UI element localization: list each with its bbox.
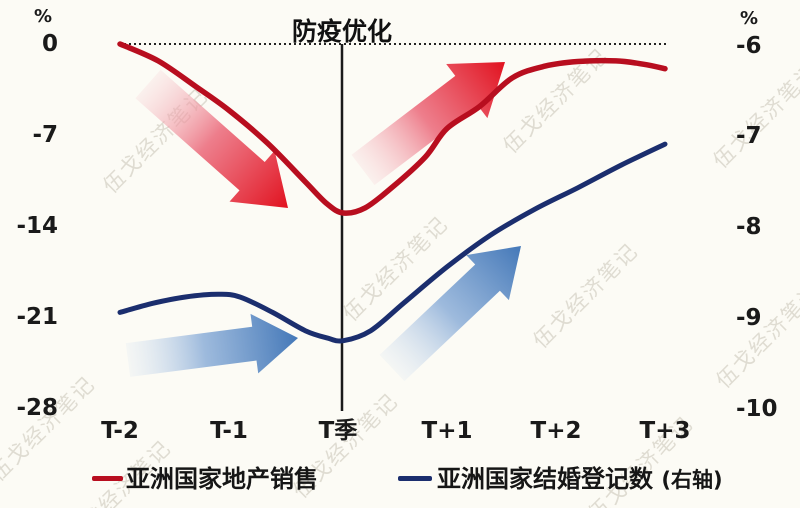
marriage-registrations-line	[117, 141, 668, 344]
right-axis-tick-1: -7	[736, 123, 762, 149]
legend-swatch-blue	[398, 476, 432, 481]
blue-trend-arrow-up-right	[379, 246, 521, 382]
red-trend-arrow-up-right	[351, 62, 505, 186]
x-axis-tick-4: T+2	[530, 418, 582, 444]
legend-label-marriage: 亚洲国家结婚登记数 (右轴)	[437, 464, 723, 495]
legend-swatch-red	[92, 476, 123, 481]
left-axis-unit: %	[33, 6, 52, 27]
x-axis-tick-5: T+3	[639, 418, 691, 444]
right-axis-unit: %	[740, 8, 759, 29]
trend-arrows	[125, 62, 521, 382]
right-axis-tick-3: -9	[736, 305, 762, 331]
chart-title: 防疫优化	[291, 17, 392, 46]
right-axis-tick-0: -6	[736, 33, 762, 59]
x-axis-tick-3: T+1	[421, 418, 473, 444]
left-axis-tick-3: -21	[16, 304, 58, 330]
left-axis-tick-1: -7	[32, 122, 58, 148]
real-estate-sales-line	[117, 41, 668, 216]
right-axis-tick-4: -10	[736, 396, 778, 422]
left-axis-tick-4: -28	[16, 395, 58, 421]
left-axis-tick-2: -14	[16, 213, 58, 239]
red-trend-arrow-down-right	[135, 69, 288, 208]
legend-label-real-estate: 亚洲国家地产销售	[126, 465, 318, 493]
x-axis-tick-1: T-1	[210, 418, 248, 444]
legend-label-marriage-text: 亚洲国家结婚登记数	[437, 465, 653, 493]
left-axis-tick-0: 0	[41, 31, 58, 57]
x-axis-tick-2: T季	[318, 418, 358, 444]
blue-trend-arrow-right	[125, 313, 298, 377]
x-axis-tick-0: T-2	[101, 418, 139, 444]
right-axis-tick-2: -8	[736, 214, 762, 240]
legend-label-right-axis-suffix: (右轴)	[661, 468, 723, 492]
